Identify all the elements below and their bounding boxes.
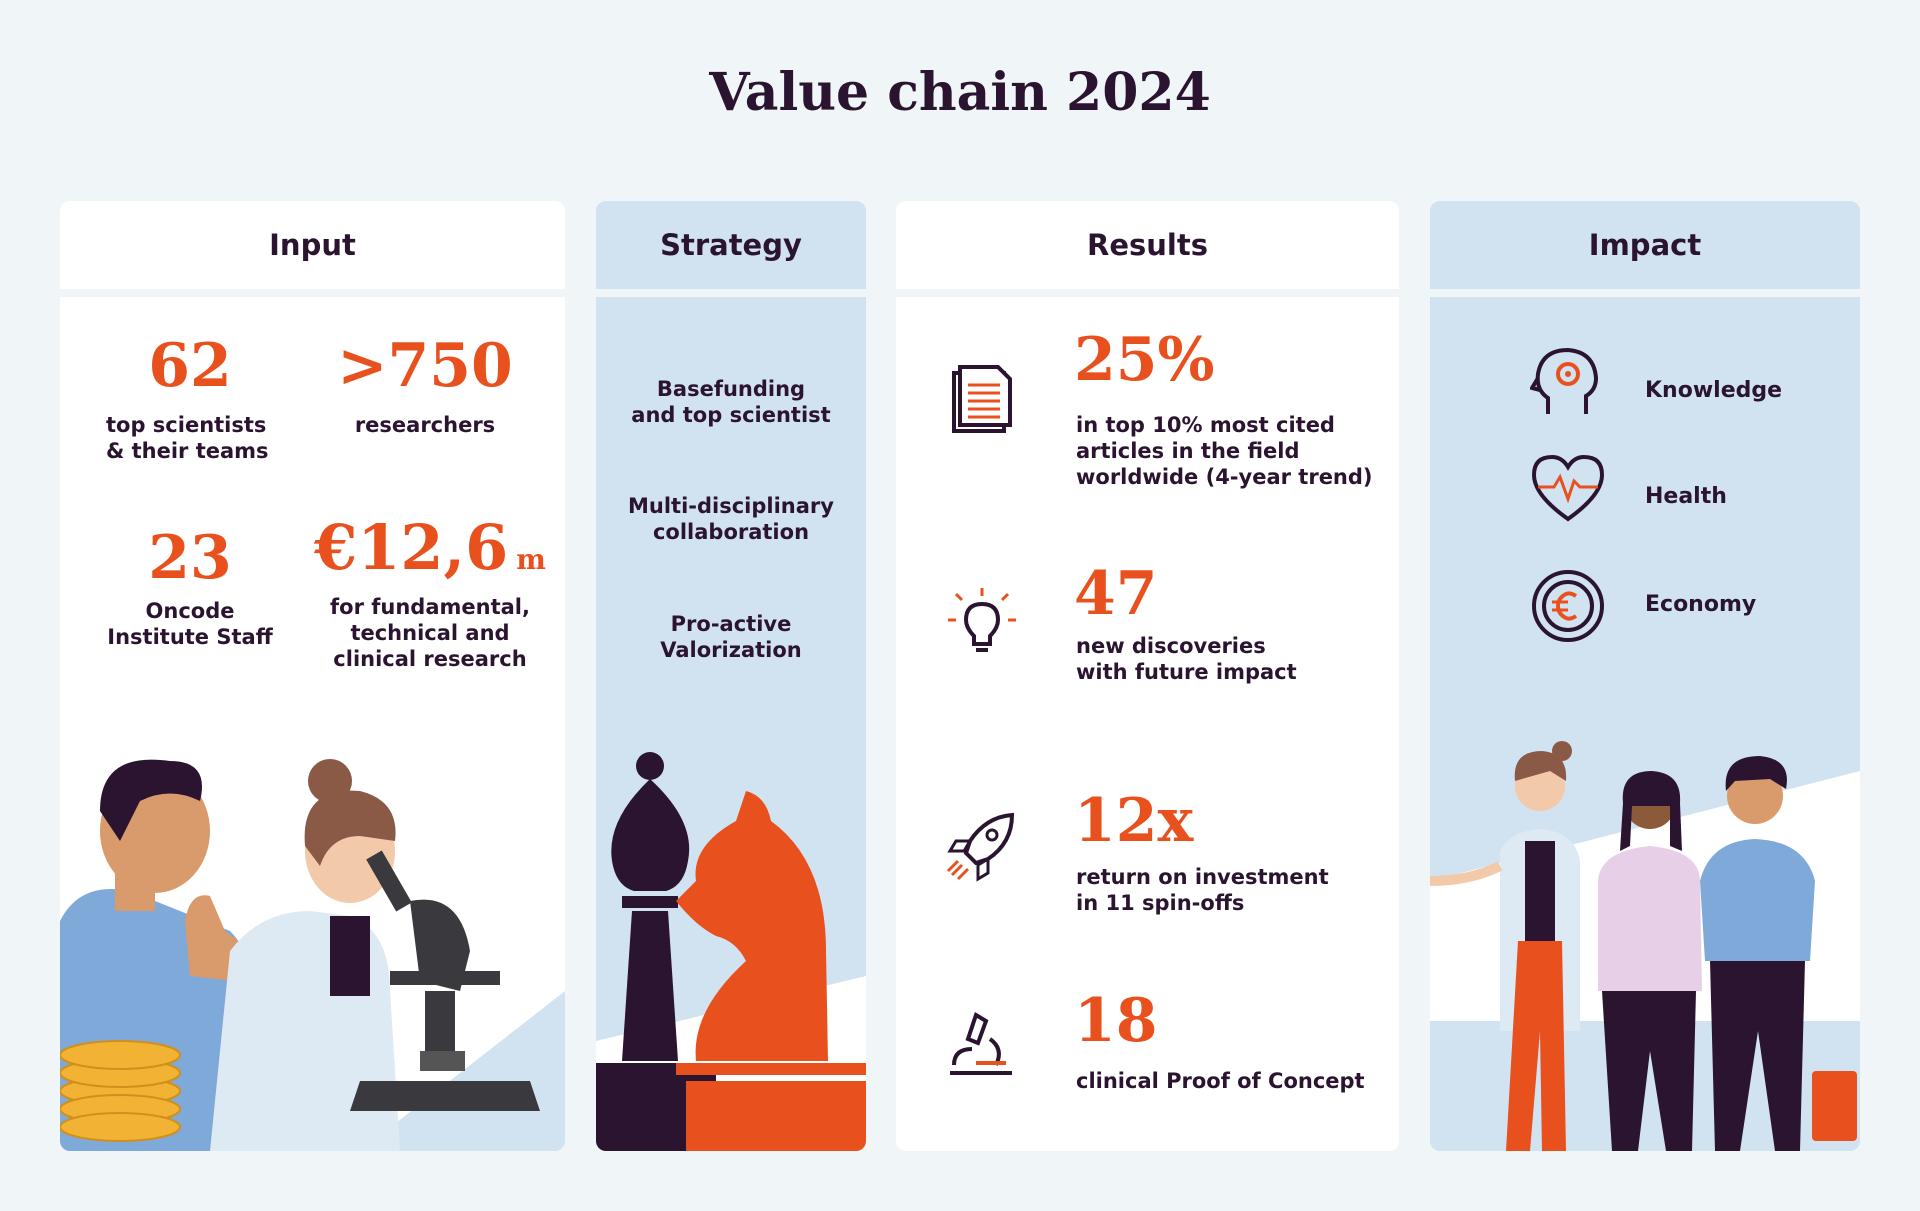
brain-gear-icon [1530, 347, 1599, 414]
header-divider [596, 289, 866, 297]
rocket-icon [946, 812, 1015, 882]
budget-unit: m [516, 543, 546, 576]
euro-coin-icon [1532, 570, 1604, 642]
impact-label: Knowledge [1645, 378, 1783, 403]
scientists-illustration [60, 759, 565, 1151]
lightbulb-icon [948, 588, 1016, 652]
result-label-text: clinical Proof of Concept [1076, 1069, 1365, 1093]
strategy-heading: Strategy [660, 228, 802, 262]
stat-label-text: for fundamental, technical and clinical … [330, 595, 530, 671]
impact-panel: Impact Knowledge Health Economy [1430, 201, 1860, 1151]
strategy-item-text: Multi-disciplinary collaboration [628, 494, 834, 544]
results-panel: Results 25% in top 10% most cited articl… [896, 201, 1399, 1151]
stat-value: 23 [148, 523, 232, 593]
impact-label: Economy [1645, 592, 1757, 617]
result-label: clinical Proof of Concept [1076, 1068, 1365, 1094]
result-label-text: return on investment in 11 spin-offs [1076, 865, 1329, 915]
stat-value-budget: €12,6 m [310, 511, 550, 584]
strategy-item: Multi-disciplinary collaboration [596, 493, 866, 545]
strategy-panel: Strategy Basefunding and top scientist M… [596, 201, 866, 1151]
impact-label: Health [1645, 484, 1727, 509]
result-label: in top 10% most cited articles in the fi… [1076, 412, 1373, 490]
input-panel: Input 62 top scientists & their teams >7… [60, 201, 565, 1151]
results-heading: Results [1087, 228, 1208, 262]
document-icon [952, 365, 1012, 433]
stat-value: >750 [337, 331, 513, 401]
header-divider [896, 289, 1399, 297]
stat-label-text: Oncode Institute Staff [107, 599, 273, 649]
header-divider [60, 289, 565, 297]
strategy-item: Pro-active Valorization [596, 611, 866, 663]
result-label: new discoveries with future impact [1076, 633, 1297, 685]
result-value: 47 [1074, 559, 1158, 629]
strategy-item: Basefunding and top scientist [596, 376, 866, 428]
impact-heading: Impact [1588, 228, 1702, 262]
stat-label: Oncode Institute Staff [90, 598, 290, 650]
team-illustration [1430, 741, 1860, 1151]
input-heading: Input [269, 228, 356, 262]
strategy-item-text: Pro-active Valorization [660, 612, 802, 662]
page-title: Value chain 2024 [709, 62, 1211, 123]
stat-label-text: top scientists & their teams [106, 413, 269, 463]
result-label-text: new discoveries with future impact [1076, 634, 1297, 684]
result-value: 25% [1074, 325, 1215, 395]
header-divider [1430, 289, 1860, 297]
result-label-text: in top 10% most cited articles in the fi… [1076, 413, 1373, 489]
result-value: 12x [1074, 786, 1194, 856]
strategy-item-text: Basefunding and top scientist [631, 377, 831, 427]
stat-value: 62 [148, 331, 232, 401]
stat-label: for fundamental, technical and clinical … [310, 594, 550, 672]
microscope-icon [950, 1012, 1012, 1075]
chess-illustration [596, 752, 866, 1151]
stat-label: top scientists & their teams [106, 412, 306, 464]
result-value: 18 [1074, 986, 1158, 1056]
stat-label: researchers [354, 413, 496, 437]
heart-pulse-icon [1531, 454, 1605, 522]
result-label: return on investment in 11 spin-offs [1076, 864, 1329, 916]
budget-amount: €12,6 [314, 511, 509, 584]
